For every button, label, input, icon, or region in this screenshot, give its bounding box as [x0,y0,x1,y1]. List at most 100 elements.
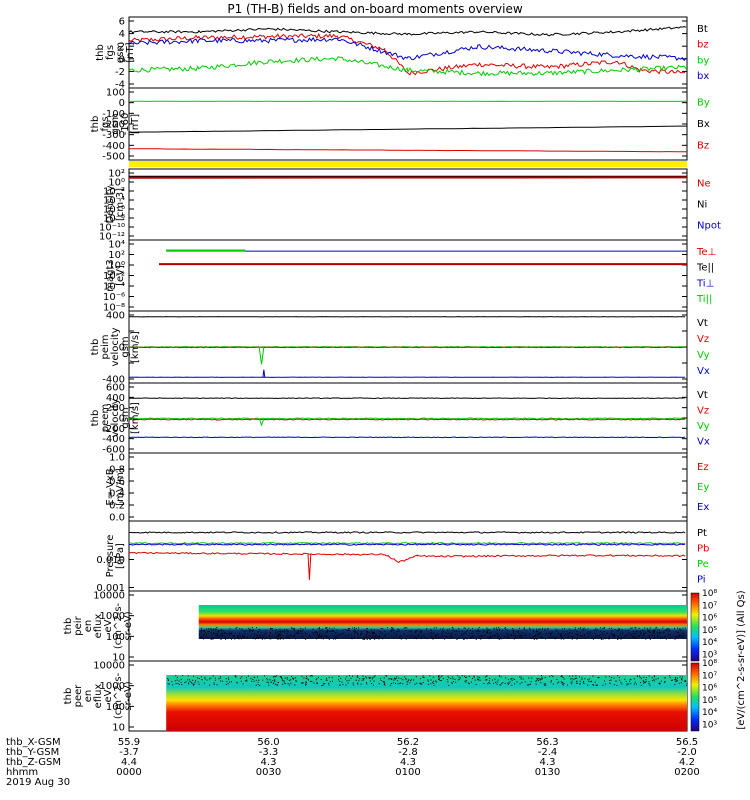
xaxis-row-label: thb_Z-GSM [6,757,61,768]
peir-speck [243,631,245,633]
peir-speck [410,631,412,633]
peer-speck [438,675,440,677]
peir-speck [395,634,397,636]
peer-speck [468,683,470,685]
peer-speck [365,676,367,678]
peer-speck [495,681,497,683]
legend-peim-Vz: Vz [697,334,709,345]
peir-speck [287,631,289,633]
peer-speck [653,676,655,678]
peir-speck [271,628,273,630]
peir-speck [286,629,288,631]
peir-speck [426,628,428,630]
ytick-label-density: 10⁻⁶ [103,205,125,216]
legend-temp-Te||: Te|| [696,263,714,274]
peer-speck [576,682,578,684]
peir-speck [216,627,218,629]
peir-speck [406,627,408,629]
peir-speck [430,631,432,633]
peir-speck [255,627,257,629]
peir-speck [360,633,362,635]
peir-speck [361,630,363,632]
flag-bar [129,161,687,167]
peir-speck [277,638,279,640]
peer-speck [184,682,186,684]
peir-speck [210,638,212,640]
peir-speck [537,633,539,635]
peir-speck [378,636,380,638]
peir-speck [212,637,214,639]
peer-speck [197,681,199,683]
legend-fgs-bx: bx [697,71,709,82]
peir-speck [571,637,573,639]
peir-speck [548,631,550,633]
peer-speck [485,679,487,681]
peer-speck [408,679,410,681]
ytick-label-temp: 10⁻⁴ [103,282,125,293]
peir-speck [262,636,264,638]
peir-speck [399,637,401,639]
peer-speck [473,676,475,678]
peir-speck [307,637,309,639]
peir-speck [340,633,342,635]
peir-speck [564,628,566,630]
peir-speck [333,627,335,629]
peir-speck [642,629,644,631]
peir-speck [288,635,290,637]
peir-speck [270,638,272,640]
peir-speck [408,630,410,632]
peer-speck [362,675,364,677]
peer-speck [361,679,363,681]
peir-speck [499,629,501,631]
peir-speck [652,631,654,633]
peer-speck [461,675,463,677]
peer-speck [438,679,440,681]
peir-speck [555,630,557,632]
peer-speck [681,677,683,679]
peer-speck [427,680,429,682]
peer-speck [315,679,317,681]
peir-speck [418,633,420,635]
peir-speck [369,635,371,637]
peir-speck [571,636,573,638]
peer-speck [185,681,187,683]
peir-speck [342,629,344,631]
peer-speck [188,683,190,685]
peir-speck [674,638,676,640]
peir-speck [617,636,619,638]
peir-speck [579,628,581,630]
peir-speck [644,633,646,635]
peir-speck [265,632,267,634]
legend-temp-Ti⊥: Ti⊥ [696,278,714,289]
peir-speck [680,629,682,631]
peer-speck [596,684,598,686]
peer-speck [331,680,333,682]
peer-speck [328,682,330,684]
peer-speck [410,679,412,681]
peir-speck [378,638,380,640]
peir-speck [464,627,466,629]
peir-speck [249,630,251,632]
peer-speck [200,676,202,678]
peer-speck [370,677,372,679]
series-Pe [128,542,686,545]
peer-speck [257,681,259,683]
peir-speck [320,635,322,637]
peir-speck [455,633,457,635]
peer-speck [450,677,452,679]
peir-speck [356,632,358,634]
peir-speck [373,631,375,633]
peir-speck [579,632,581,634]
peer-spectrogram [166,675,687,731]
peir-speck [237,635,239,637]
peir-speck [435,634,437,636]
peir-speck [652,634,654,636]
peir-speck [411,629,413,631]
peir-speck [659,632,661,634]
peir-speck [452,629,454,631]
peer-speck [282,683,284,685]
peer-speck [440,680,442,682]
peer-speck [252,679,254,681]
peer-speck [611,677,613,679]
peer-speck [475,683,477,685]
